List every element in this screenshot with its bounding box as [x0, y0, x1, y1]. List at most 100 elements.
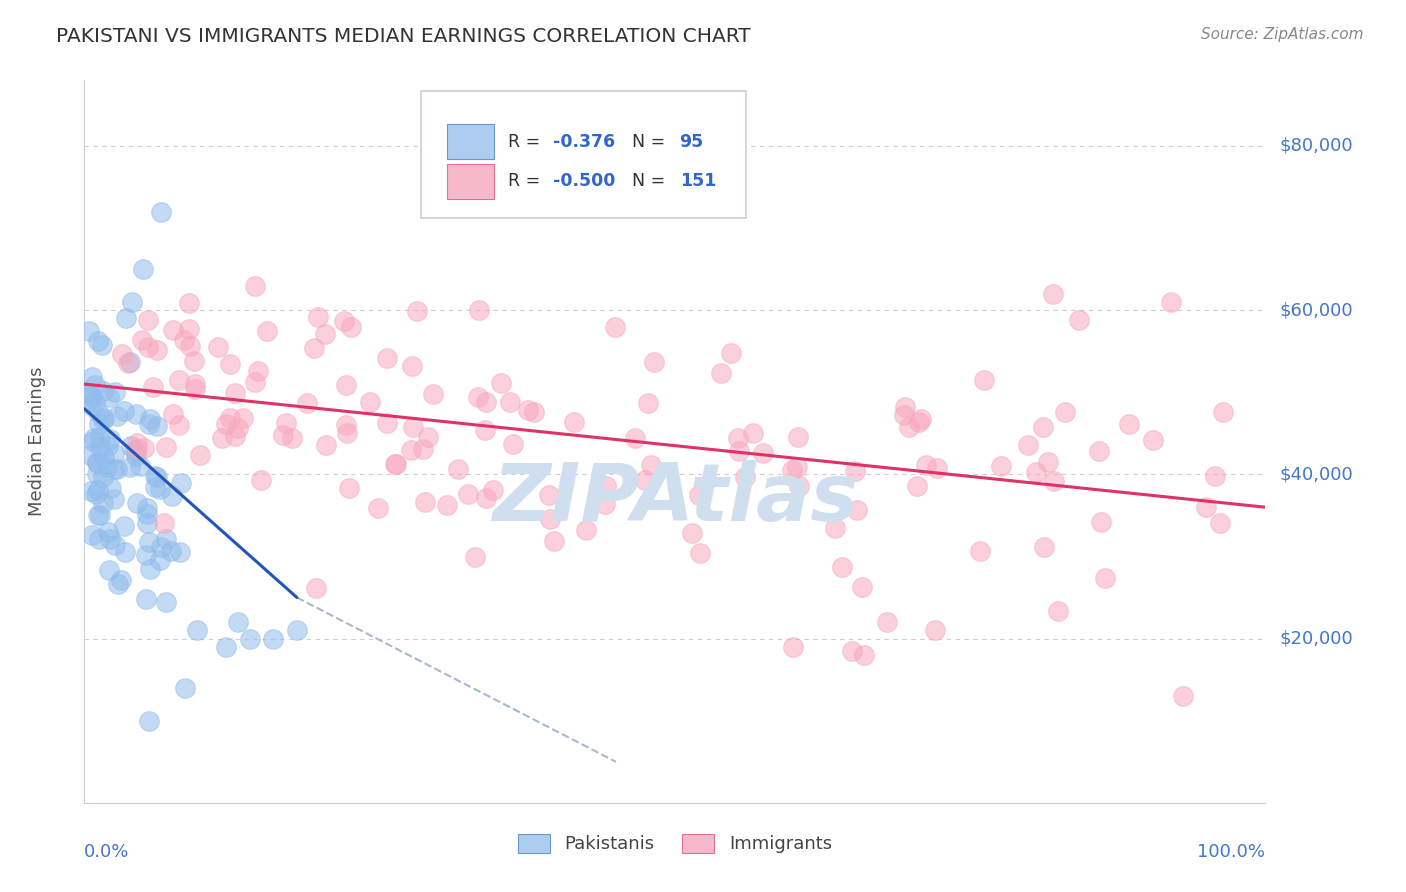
Point: [82, 528, 104, 542]
Point: [1053, 405, 1076, 419]
Point: [516, 403, 538, 417]
Point: [1142, 433, 1164, 447]
Point: [86, 456, 108, 470]
Point: [1025, 466, 1047, 480]
Point: [727, 431, 749, 445]
Point: [924, 624, 946, 638]
Point: [177, 321, 200, 335]
Point: [475, 395, 498, 409]
Point: [243, 375, 266, 389]
Point: [336, 425, 359, 440]
Point: [218, 357, 240, 371]
Point: [136, 340, 159, 354]
Point: [905, 479, 928, 493]
Point: [97, 524, 120, 539]
Point: [385, 457, 408, 471]
Point: [103, 384, 125, 399]
Point: [1067, 313, 1090, 327]
Point: [412, 442, 434, 456]
Point: [1031, 420, 1053, 434]
Point: [136, 516, 159, 530]
Point: [155, 532, 177, 546]
Point: [846, 502, 869, 516]
Point: [107, 577, 129, 591]
Point: [134, 441, 156, 455]
Point: [447, 462, 470, 476]
Point: [120, 439, 142, 453]
Point: [1090, 515, 1112, 529]
Point: [377, 417, 399, 431]
Point: [82, 434, 104, 448]
Point: [80, 386, 103, 401]
Point: [143, 468, 166, 483]
Text: N =: N =: [620, 133, 671, 151]
Point: [232, 410, 254, 425]
Point: [335, 378, 357, 392]
Point: [169, 545, 191, 559]
Point: [224, 429, 246, 443]
Point: [710, 366, 733, 380]
Point: [401, 359, 423, 373]
FancyBboxPatch shape: [420, 91, 745, 218]
Point: [80, 483, 103, 498]
Point: [908, 415, 931, 429]
Point: [1094, 571, 1116, 585]
Point: [262, 632, 284, 646]
Text: -0.376: -0.376: [553, 133, 616, 151]
Point: [87, 405, 110, 419]
Point: [125, 496, 148, 510]
Point: [110, 573, 132, 587]
Point: [973, 374, 995, 388]
Point: [207, 340, 229, 354]
Point: [159, 544, 181, 558]
Point: [332, 314, 354, 328]
Point: [464, 550, 486, 565]
Point: [894, 401, 917, 415]
Text: $40,000: $40,000: [1279, 466, 1354, 483]
Point: [79, 448, 101, 462]
Point: [142, 380, 165, 394]
Point: [76, 385, 98, 400]
Point: [87, 508, 110, 522]
Point: [339, 482, 361, 496]
Point: [969, 544, 991, 558]
Point: [162, 323, 184, 337]
Point: [150, 540, 173, 554]
Point: [184, 377, 207, 392]
Point: [457, 486, 479, 500]
Point: [97, 439, 120, 453]
Point: [285, 624, 308, 638]
Point: [245, 278, 267, 293]
Point: [177, 296, 200, 310]
Point: [489, 376, 512, 390]
Point: [179, 339, 201, 353]
Point: [136, 312, 159, 326]
Point: [89, 430, 111, 444]
Point: [405, 303, 427, 318]
Point: [155, 440, 177, 454]
Point: [893, 408, 915, 422]
Point: [1212, 405, 1234, 419]
Point: [149, 553, 172, 567]
Point: [91, 384, 114, 398]
Point: [125, 442, 148, 457]
Point: [1118, 417, 1140, 431]
Point: [375, 351, 398, 365]
Point: [314, 326, 336, 341]
Point: [89, 440, 111, 454]
Point: [782, 640, 804, 654]
Point: [100, 481, 122, 495]
Point: [112, 404, 135, 418]
Point: [305, 582, 328, 596]
Point: [925, 461, 948, 475]
Point: [117, 355, 139, 369]
Text: 0.0%: 0.0%: [84, 843, 129, 861]
Point: [91, 338, 114, 352]
Point: [91, 413, 114, 427]
Point: [250, 473, 273, 487]
Point: [575, 523, 598, 537]
Point: [898, 420, 921, 434]
Point: [87, 483, 110, 497]
Point: [87, 417, 110, 431]
Text: ZIPAtlas: ZIPAtlas: [492, 460, 858, 539]
